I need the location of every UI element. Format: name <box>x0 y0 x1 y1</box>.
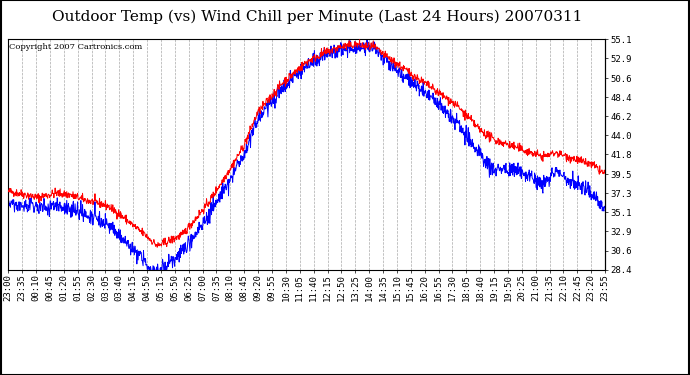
Text: Copyright 2007 Cartronics.com: Copyright 2007 Cartronics.com <box>10 43 143 51</box>
Text: Outdoor Temp (vs) Wind Chill per Minute (Last 24 Hours) 20070311: Outdoor Temp (vs) Wind Chill per Minute … <box>52 9 582 24</box>
